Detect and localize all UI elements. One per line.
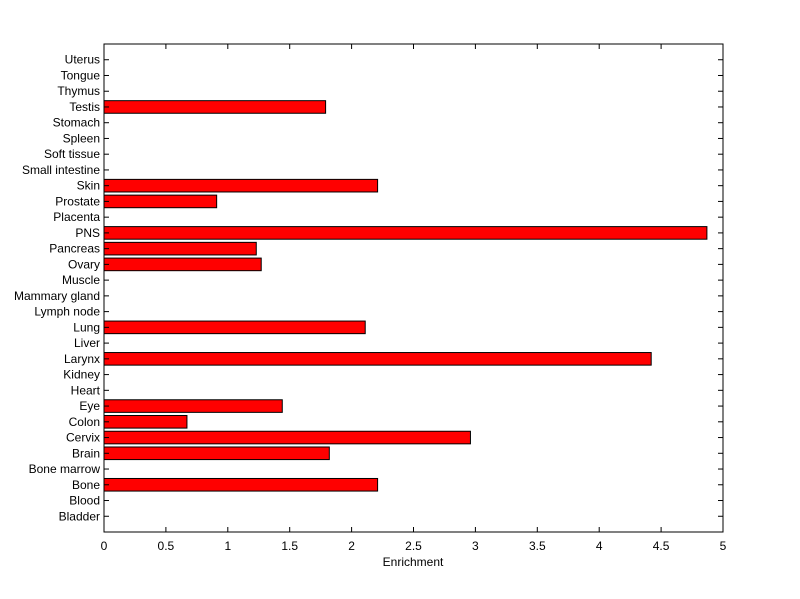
bar <box>103 399 283 413</box>
x-tick-label: 3 <box>472 539 479 553</box>
y-tick-label: Eye <box>79 399 100 413</box>
bar <box>103 100 327 114</box>
y-tick-label: Kidney <box>63 368 100 382</box>
y-tick-label: Skin <box>77 179 100 193</box>
y-tick-label: PNS <box>75 226 100 240</box>
bar <box>103 257 262 272</box>
x-axis-label: Enrichment <box>383 555 444 569</box>
bar <box>103 241 257 256</box>
x-tick-label: 2.5 <box>405 539 422 553</box>
y-tick-label: Bladder <box>59 509 100 523</box>
y-tick-label: Ovary <box>68 257 100 271</box>
x-tick-label: 1 <box>224 539 231 553</box>
y-tick-label: Cervix <box>66 431 100 445</box>
bar <box>103 226 708 240</box>
y-tick-label: Stomach <box>53 116 100 130</box>
y-tick-label: Muscle <box>62 273 100 287</box>
bar <box>103 415 188 429</box>
x-tick-label: 4.5 <box>653 539 670 553</box>
y-tick-label: Pancreas <box>49 242 100 256</box>
bar <box>103 430 471 445</box>
x-tick-label: 5 <box>720 539 727 553</box>
y-tick-label: Testis <box>69 100 100 114</box>
y-tick-label: Soft tissue <box>44 147 100 161</box>
plot-frame <box>103 43 724 533</box>
x-tick-label: 4 <box>596 539 603 553</box>
x-tick-label: 1.5 <box>281 539 298 553</box>
bar <box>103 477 379 492</box>
x-tick-label: 0 <box>101 539 108 553</box>
x-tick-label: 2 <box>348 539 355 553</box>
bar <box>103 352 652 366</box>
y-tick-label: Liver <box>74 336 100 350</box>
x-tick-label: 0.5 <box>158 539 175 553</box>
y-tick-label: Thymus <box>57 84 100 98</box>
y-tick-label: Heart <box>71 383 101 397</box>
y-tick-label: Small intestine <box>22 163 100 177</box>
bar <box>103 194 218 209</box>
y-tick-label: Placenta <box>53 210 100 224</box>
y-tick-label: Bone marrow <box>29 462 101 476</box>
y-tick-label: Prostate <box>55 194 100 208</box>
y-tick-label: Lymph node <box>34 305 100 319</box>
bar <box>103 178 379 193</box>
bar <box>103 320 366 335</box>
y-tick-label: Tongue <box>61 68 101 82</box>
bar <box>103 446 330 461</box>
y-tick-label: Blood <box>69 494 100 508</box>
y-tick-label: Mammary gland <box>14 289 100 303</box>
y-tick-label: Bone <box>72 478 100 492</box>
y-tick-label: Larynx <box>64 352 100 366</box>
x-tick-label: 3.5 <box>529 539 546 553</box>
y-tick-label: Brain <box>72 446 100 460</box>
y-tick-label: Lung <box>73 320 100 334</box>
y-tick-label: Uterus <box>65 53 100 67</box>
y-tick-label: Colon <box>69 415 100 429</box>
y-tick-label: Spleen <box>63 131 100 145</box>
